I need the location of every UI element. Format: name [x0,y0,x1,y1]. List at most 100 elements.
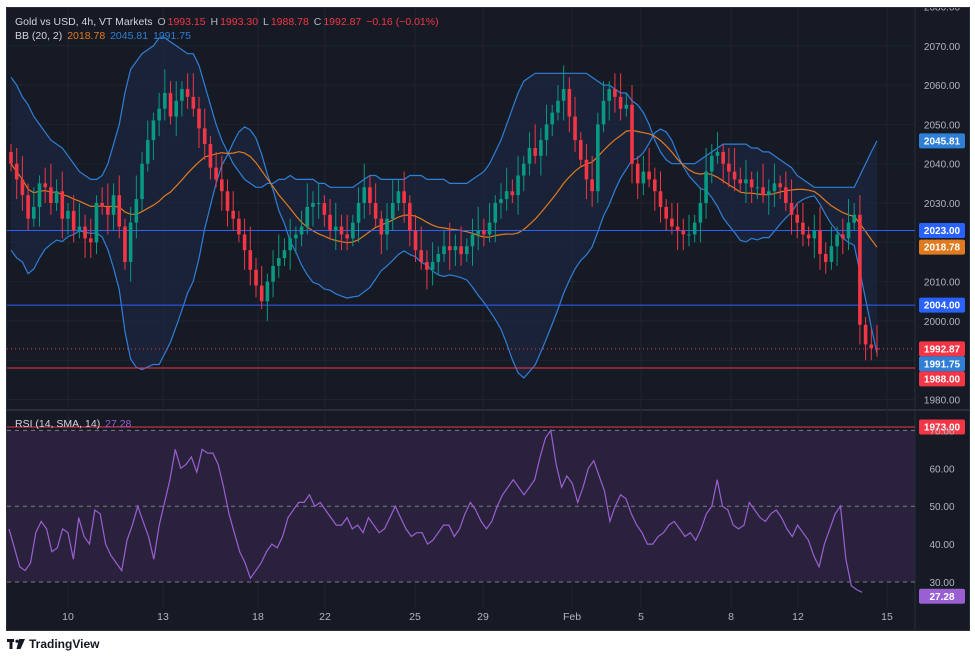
candle-body [351,222,355,239]
candle-body [453,246,458,251]
chart-canvas[interactable]: 1980.001990.002000.002010.002020.002030.… [7,8,969,630]
candle-body [66,210,70,219]
price-tick-label: 2030.00 [924,199,961,210]
price-badge [919,239,965,255]
time-tick-label: 10 [62,611,74,623]
candle-body [20,179,25,196]
price-badge [919,223,965,239]
candle-body [675,226,680,231]
candle-body [766,191,771,196]
price-badge-label: 2018.78 [924,243,961,254]
candle-body [510,191,515,196]
candle-body [789,203,794,215]
candle-body [191,96,196,109]
rsi-tick-label: 60.00 [929,464,954,475]
bb-upper-value: 2045.81 [110,30,149,42]
candle-body [197,108,201,129]
candle-body [100,203,104,207]
price-badge [919,419,965,435]
rsi-tick-label: 70.00 [929,426,954,437]
candle-body [596,124,600,192]
candle-body [145,140,150,164]
rsi-legend-value: 27.28 [105,418,132,430]
price-tick-label: 2010.00 [924,278,961,289]
candle-body [379,218,384,235]
candle-body [333,226,338,231]
candle-body [806,234,811,239]
candle-body [83,226,87,239]
candle-body [516,175,520,196]
candle-body [60,191,65,219]
legend-low-value: 1988.78 [270,16,309,28]
candle-body [875,348,879,350]
rsi-tick-label: 30.00 [929,578,954,589]
candle-body [698,203,703,223]
candle-body [373,203,378,219]
bb-lower-value: 1991.75 [152,30,191,42]
candle-body [464,246,469,255]
price-badge-label: 1992.87 [924,344,961,355]
chart-frame[interactable]: 1980.001990.002000.002010.002020.002030.… [6,7,970,631]
price-badge-label: 2045.81 [924,136,961,147]
candle-body [829,246,834,262]
candle-body [504,191,509,200]
bb-basis-line [10,129,878,248]
candle-body [846,222,851,239]
candle-body [715,151,720,156]
candle-body [339,226,344,235]
candle-body [276,258,281,266]
candle-body [863,324,868,345]
candle-body [738,179,743,184]
candle-body [88,238,93,243]
footer-brand: TradingView [29,637,100,651]
candle-body [14,163,19,180]
candle-body [436,254,441,262]
price-tick-label: 2070.00 [924,42,961,53]
candle-body [345,234,349,239]
candle-body [106,206,110,215]
candle-body [322,203,327,215]
time-tick-label: 18 [252,611,264,623]
candle-body [248,250,253,270]
bb-legend: BB (20, 2) 2018.78 2045.81 1991.75 [15,30,193,42]
tradingview-logo[interactable]: TradingView [7,637,99,651]
rsi-tick-label: 50.00 [929,502,954,513]
legend-open-value: 1993.15 [167,16,206,28]
candle-body [447,246,452,251]
candle-body [624,104,629,109]
candle-body [299,226,304,235]
candle-body [208,144,213,168]
time-tick-label: 5 [638,611,644,623]
candle-body [271,265,275,282]
candle-body [225,191,230,211]
candle-body [151,120,156,141]
candle-body [459,246,463,255]
candle-body [744,179,748,184]
candle-body [550,112,555,125]
candle-body [425,261,429,270]
candle-body [670,218,674,227]
candle-body [134,199,139,223]
candle-body [869,344,874,349]
bb-label: BB (20, 2) [15,30,63,42]
candle-body [470,234,475,247]
candle-body [111,195,116,215]
candle-body [778,183,782,188]
candle-body [9,151,13,164]
candle-body [795,214,800,223]
candle-body [328,214,332,231]
candle-body [590,179,594,192]
candle-body [71,210,76,231]
bb-basis-value: 2018.78 [67,30,106,42]
candle-body [43,183,47,188]
candle-body [749,179,754,188]
candle-body [214,167,218,180]
candle-body [601,100,606,125]
candle-body [294,234,298,239]
candle-body [647,171,651,180]
price-badge-label: 1973.00 [924,423,961,434]
candle-body [237,218,241,235]
candle-body [493,203,498,223]
candle-body [704,171,708,203]
candle-body [732,171,737,180]
